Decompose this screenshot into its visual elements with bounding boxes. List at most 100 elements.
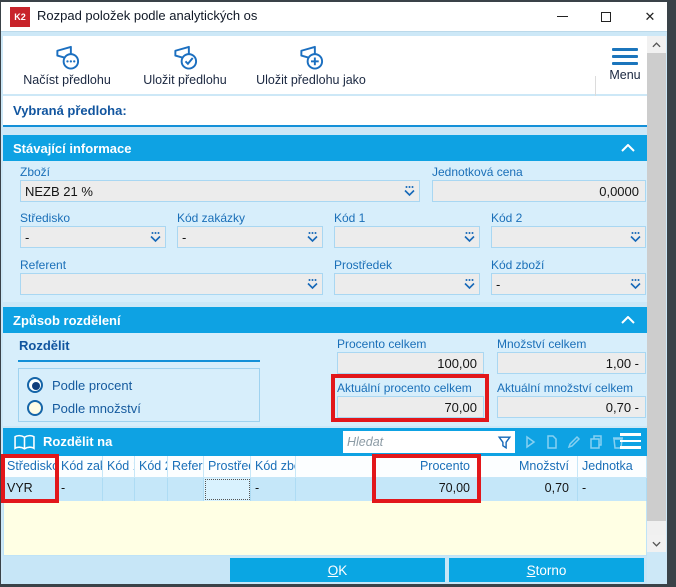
radio-label: Podle množství — [52, 400, 141, 416]
dropdown-icon[interactable] — [149, 231, 162, 244]
load-template-button[interactable]: Načíst předlohu — [9, 40, 125, 90]
minimize-button[interactable] — [544, 2, 580, 31]
aktualni-mnozstvi-celkem-input[interactable]: 0,70 - — [497, 396, 646, 418]
field-jednotkova-cena: Jednotková cena 0,0000 — [432, 165, 646, 202]
cell-stredisko[interactable]: VYR — [3, 478, 57, 501]
field-value: 70,00 — [444, 400, 477, 415]
column-header[interactable]: Kód 2 — [135, 456, 168, 478]
kod-zakazky-combo[interactable]: - — [177, 226, 323, 248]
grid-menu-icon[interactable] — [620, 433, 641, 449]
dropdown-icon[interactable] — [306, 231, 319, 244]
column-header[interactable]: Množství — [481, 456, 578, 478]
field-label: Kód zboží — [491, 258, 545, 272]
mnozstvi-celkem-input[interactable]: 1,00 - — [497, 352, 646, 374]
collapse-chevron-icon[interactable] — [621, 144, 635, 152]
toolbar-button-label: Uložit předlohu jako — [256, 72, 366, 87]
dropdown-icon[interactable] — [306, 278, 319, 291]
section-header-current-info[interactable]: Stávající informace — [3, 135, 647, 161]
dropdown-icon[interactable] — [463, 231, 476, 244]
copy-icon[interactable] — [589, 435, 603, 449]
cell-prostredek-focused[interactable] — [204, 478, 251, 501]
column-header[interactable]: Kód zboží — [251, 456, 296, 478]
field-aktualni-procento-celkem: Aktuální procento celkem 70,00 — [337, 381, 484, 418]
collapse-chevron-icon[interactable] — [621, 316, 635, 324]
field-zbozi: Zboží NEZB 21 % — [20, 165, 420, 202]
grid-toolbar — [523, 428, 625, 456]
cell-kod-zbozi[interactable]: - — [251, 478, 296, 501]
column-header[interactable]: Referer — [168, 456, 204, 478]
cell-kod1[interactable] — [103, 478, 135, 501]
kod-zbozi-combo[interactable]: - — [491, 273, 646, 295]
grid-title: Rozdělit na — [43, 434, 113, 449]
table-header: Středisko Kód zakázl Kód 1 Kód 2 Referer… — [3, 456, 647, 478]
scroll-up-icon — [652, 41, 661, 47]
procento-celkem-input[interactable]: 100,00 — [337, 352, 484, 374]
cell-kod-zakazky[interactable]: - — [57, 478, 103, 501]
search-input[interactable] — [343, 435, 497, 449]
table-body-empty[interactable] — [3, 501, 647, 556]
field-value: 1,00 - — [605, 356, 639, 371]
radio-unselected-icon — [27, 400, 43, 416]
field-value: 0,0000 — [599, 184, 639, 199]
column-header[interactable]: Středisko — [3, 456, 57, 478]
radio-podle-mnozstvi[interactable]: Podle množství — [27, 399, 141, 417]
field-kod1: Kód 1 — [334, 211, 480, 248]
radio-selected-icon — [27, 377, 43, 393]
field-label: Kód 2 — [491, 211, 523, 225]
filter-icon[interactable] — [497, 435, 515, 450]
column-header[interactable]: Kód 1 — [103, 456, 135, 478]
new-record-icon[interactable] — [545, 435, 559, 449]
section-header-split-table[interactable]: Rozdělit na — [3, 428, 647, 456]
section-title: Stávající informace — [13, 140, 132, 156]
prostredek-combo[interactable] — [334, 273, 480, 295]
zbozi-combo[interactable]: NEZB 21 % — [20, 180, 420, 202]
cell-mnozstvi[interactable]: 0,70 — [481, 478, 578, 501]
scroll-down-button[interactable] — [647, 535, 666, 552]
ok-button-label: O — [327, 562, 339, 578]
stredisko-combo[interactable]: - — [20, 226, 166, 248]
radio-podle-procent[interactable]: Podle procent — [27, 376, 132, 394]
maximize-icon — [601, 11, 611, 22]
save-template-button[interactable]: Uložit předlohu — [129, 40, 241, 90]
field-label: Středisko — [20, 211, 71, 225]
dropdown-icon[interactable] — [629, 231, 642, 244]
column-header[interactable]: Procento — [296, 456, 481, 478]
menu-icon — [612, 48, 638, 65]
column-header[interactable]: Kód zakázl — [57, 456, 103, 478]
scroll-up-button[interactable] — [647, 36, 666, 53]
close-button[interactable]: ✕ — [632, 2, 668, 31]
field-kod-zakazky: Kód zakázky - — [177, 211, 323, 248]
jednotkova-cena-input[interactable]: 0,0000 — [432, 180, 646, 202]
field-value: 0,70 - — [605, 400, 639, 415]
kod1-combo[interactable] — [334, 226, 480, 248]
scrollbar-thumb[interactable] — [647, 53, 666, 521]
cell-referent[interactable] — [168, 478, 204, 501]
field-label: Referent — [20, 258, 67, 272]
save-template-as-button[interactable]: Uložit předlohu jako — [245, 40, 377, 90]
cell-procento[interactable]: 70,00 — [296, 478, 481, 501]
column-header[interactable]: Prostředek — [204, 456, 251, 478]
referent-combo[interactable] — [20, 273, 323, 295]
cell-kod2[interactable] — [135, 478, 168, 501]
aktualni-procento-celkem-input[interactable]: 70,00 — [337, 396, 484, 418]
dropdown-icon[interactable] — [629, 278, 642, 291]
field-label: Kód 1 — [334, 211, 366, 225]
dropdown-icon[interactable] — [403, 185, 416, 198]
field-kod-zbozi: Kód zboží - — [491, 258, 646, 295]
cell-jednotka[interactable]: - — [578, 478, 647, 501]
play-icon[interactable] — [523, 435, 537, 449]
kod2-combo[interactable] — [491, 226, 646, 248]
section-header-split-method[interactable]: Způsob rozdělení — [3, 307, 647, 333]
column-header[interactable]: Jednotka — [578, 456, 647, 478]
split-method-panel: Rozdělit Podle procent Podle množství Pr… — [3, 333, 647, 426]
vertical-scrollbar[interactable] — [647, 36, 666, 552]
maximize-button[interactable] — [588, 2, 624, 31]
menu-button[interactable]: Menu — [601, 42, 649, 88]
edit-icon[interactable] — [567, 435, 581, 449]
table-row[interactable]: VYR - - 70,00 0,70 - — [3, 478, 647, 501]
field-value: - — [496, 277, 501, 292]
dropdown-icon[interactable] — [463, 278, 476, 291]
scroll-down-icon — [652, 541, 661, 547]
